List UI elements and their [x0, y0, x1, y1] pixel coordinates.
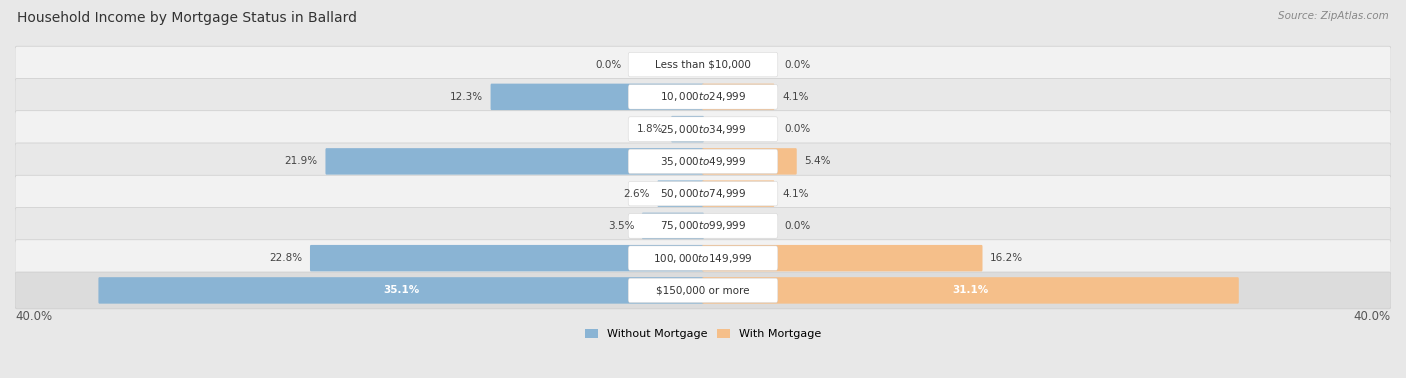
FancyBboxPatch shape: [628, 85, 778, 109]
FancyBboxPatch shape: [702, 84, 775, 110]
Text: Household Income by Mortgage Status in Ballard: Household Income by Mortgage Status in B…: [17, 11, 357, 25]
FancyBboxPatch shape: [702, 180, 775, 207]
Text: $25,000 to $34,999: $25,000 to $34,999: [659, 122, 747, 136]
Legend: Without Mortgage, With Mortgage: Without Mortgage, With Mortgage: [581, 325, 825, 344]
Text: 31.1%: 31.1%: [952, 285, 988, 296]
FancyBboxPatch shape: [643, 213, 704, 239]
Text: 35.1%: 35.1%: [382, 285, 419, 296]
FancyBboxPatch shape: [628, 278, 778, 303]
Text: $50,000 to $74,999: $50,000 to $74,999: [659, 187, 747, 200]
Text: 0.0%: 0.0%: [785, 221, 811, 231]
FancyBboxPatch shape: [491, 84, 704, 110]
Text: 12.3%: 12.3%: [450, 92, 482, 102]
Text: 3.5%: 3.5%: [607, 221, 634, 231]
Text: 4.1%: 4.1%: [782, 92, 808, 102]
FancyBboxPatch shape: [325, 148, 704, 175]
Text: 0.0%: 0.0%: [785, 60, 811, 70]
FancyBboxPatch shape: [658, 180, 704, 207]
Text: 40.0%: 40.0%: [1354, 310, 1391, 324]
Text: $150,000 or more: $150,000 or more: [657, 285, 749, 296]
Text: $10,000 to $24,999: $10,000 to $24,999: [659, 90, 747, 103]
Text: 0.0%: 0.0%: [785, 124, 811, 134]
FancyBboxPatch shape: [628, 181, 778, 206]
FancyBboxPatch shape: [671, 116, 704, 143]
FancyBboxPatch shape: [15, 240, 1391, 277]
FancyBboxPatch shape: [628, 246, 778, 270]
FancyBboxPatch shape: [15, 175, 1391, 212]
Text: 2.6%: 2.6%: [623, 189, 650, 198]
FancyBboxPatch shape: [702, 148, 797, 175]
FancyBboxPatch shape: [628, 117, 778, 141]
Text: 16.2%: 16.2%: [990, 253, 1024, 263]
FancyBboxPatch shape: [628, 214, 778, 238]
FancyBboxPatch shape: [702, 277, 1239, 304]
Text: 40.0%: 40.0%: [15, 310, 52, 324]
FancyBboxPatch shape: [309, 245, 704, 271]
FancyBboxPatch shape: [15, 79, 1391, 115]
Text: 0.0%: 0.0%: [595, 60, 621, 70]
FancyBboxPatch shape: [15, 208, 1391, 244]
Text: Source: ZipAtlas.com: Source: ZipAtlas.com: [1278, 11, 1389, 21]
Text: $35,000 to $49,999: $35,000 to $49,999: [659, 155, 747, 168]
Text: 21.9%: 21.9%: [284, 156, 318, 166]
FancyBboxPatch shape: [15, 143, 1391, 180]
FancyBboxPatch shape: [15, 272, 1391, 309]
FancyBboxPatch shape: [15, 111, 1391, 147]
Text: Less than $10,000: Less than $10,000: [655, 60, 751, 70]
Text: 4.1%: 4.1%: [782, 189, 808, 198]
Text: 1.8%: 1.8%: [637, 124, 664, 134]
FancyBboxPatch shape: [702, 245, 983, 271]
Text: 22.8%: 22.8%: [269, 253, 302, 263]
Text: $75,000 to $99,999: $75,000 to $99,999: [659, 219, 747, 232]
FancyBboxPatch shape: [98, 277, 704, 304]
Text: $100,000 to $149,999: $100,000 to $149,999: [654, 252, 752, 265]
Text: 5.4%: 5.4%: [804, 156, 831, 166]
FancyBboxPatch shape: [628, 149, 778, 174]
FancyBboxPatch shape: [628, 52, 778, 77]
FancyBboxPatch shape: [15, 46, 1391, 83]
